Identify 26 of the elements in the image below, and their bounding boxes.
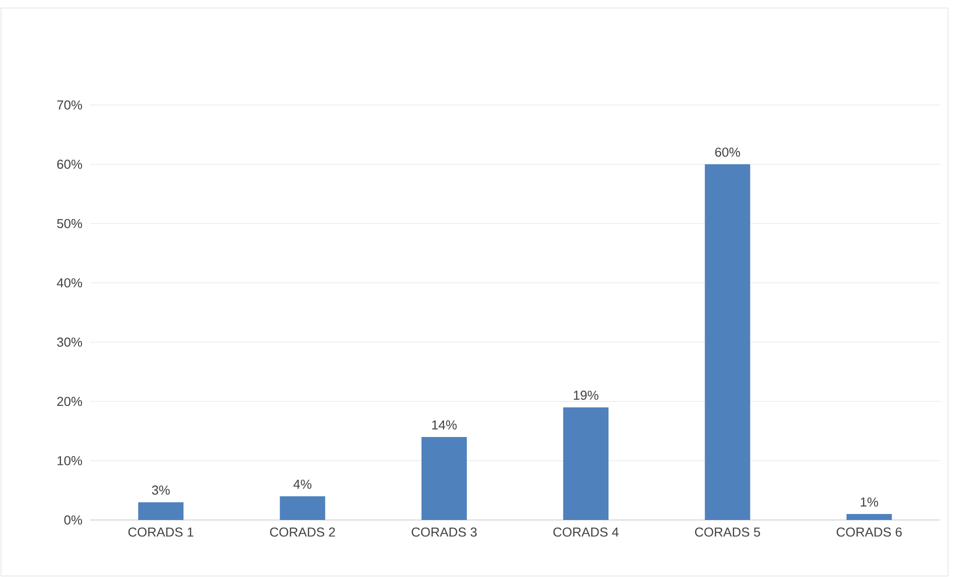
y-tick-label: 60% xyxy=(57,160,82,169)
bar xyxy=(422,436,467,520)
data-label: 19% xyxy=(574,390,598,400)
x-tick-label: CORADS 1 xyxy=(128,527,194,537)
bar xyxy=(563,407,609,520)
y-tick-label: 0% xyxy=(64,515,82,525)
y-tick-label: 70% xyxy=(57,100,82,110)
y-tick-label: 10% xyxy=(58,456,82,466)
x-tick-label: CORADS 2 xyxy=(270,527,335,537)
y-tick-label: 40% xyxy=(56,278,82,288)
bar xyxy=(280,496,326,520)
y-tick-label: 50% xyxy=(57,218,82,228)
data-label: 1% xyxy=(860,497,878,507)
x-tick-label: CORADS 5 xyxy=(695,527,760,537)
y-tick-label: 20% xyxy=(57,396,82,406)
data-label: 60% xyxy=(715,148,740,157)
data-label: 3% xyxy=(152,486,170,495)
x-tick-label: CORADS 6 xyxy=(836,527,902,537)
data-label: 4% xyxy=(293,480,312,489)
data-label: 14% xyxy=(432,420,457,430)
bar xyxy=(704,164,750,520)
bar xyxy=(846,514,892,520)
bar xyxy=(138,502,184,520)
y-tick-label: 30% xyxy=(57,338,82,347)
x-tick-label: CORADS 3 xyxy=(412,527,477,537)
x-tick-label: CORADS 4 xyxy=(553,527,619,537)
